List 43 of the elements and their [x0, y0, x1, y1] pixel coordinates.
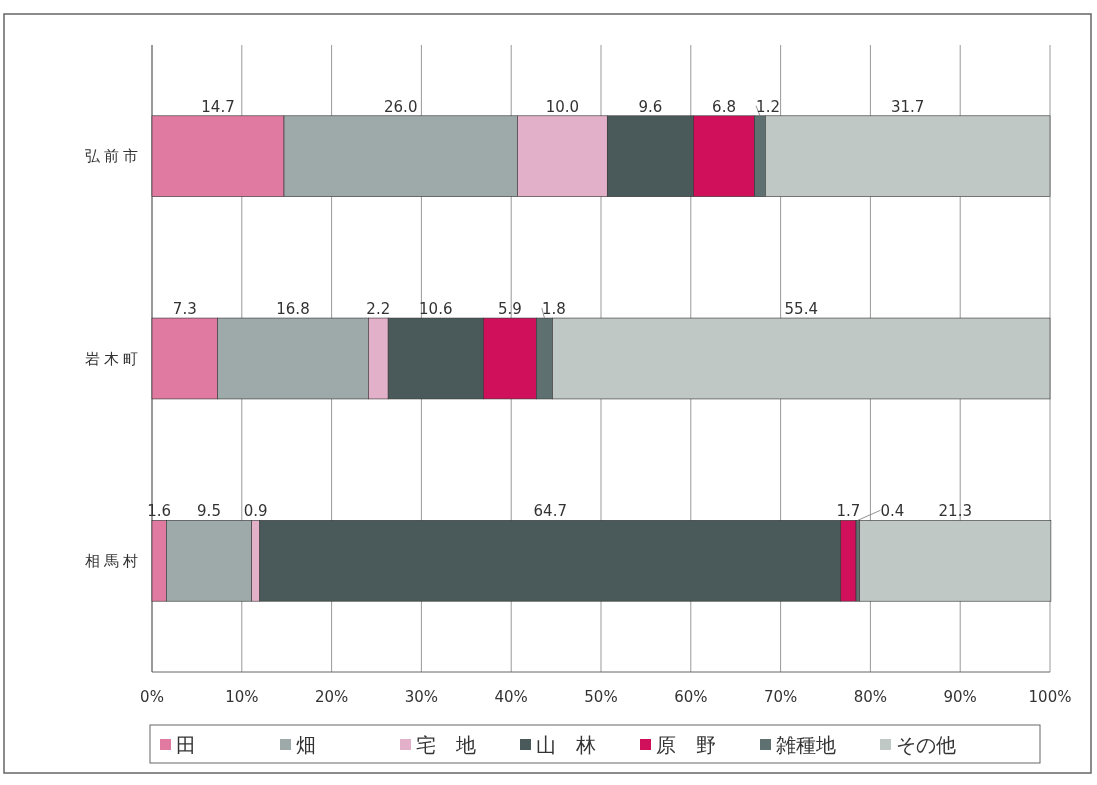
legend-label: 田	[176, 733, 196, 757]
data-label: 1.6	[147, 502, 172, 521]
x-tick-label: 10%	[225, 688, 259, 706]
x-tick-label: 70%	[763, 688, 798, 706]
data-label: 1.7	[836, 502, 861, 521]
legend-label: 原 野	[656, 733, 716, 757]
data-label: 2.2	[366, 300, 391, 319]
x-tick-label: 90%	[943, 688, 977, 706]
data-label: 31.7	[890, 97, 925, 116]
legend-label: 宅 地	[416, 733, 476, 757]
data-label: 5.9	[497, 300, 522, 319]
data-label: 26.0	[384, 97, 418, 116]
data-label: 21.3	[938, 502, 972, 521]
data-label: 0.4	[880, 502, 905, 521]
data-label: 14.7	[201, 97, 235, 116]
data-label: 10.6	[419, 300, 453, 319]
data-label: 9.5	[197, 502, 221, 521]
legend-label: 畑	[296, 733, 316, 757]
data-label: 16.8	[276, 300, 310, 319]
data-label: 10.0	[545, 97, 580, 116]
y-tick-label: 弘前市	[85, 147, 142, 166]
x-tick-label: 0%	[140, 688, 164, 706]
x-tick-label: 50%	[584, 688, 618, 706]
data-label: 1.2	[756, 97, 780, 116]
y-tick-label: 相馬村	[85, 551, 142, 570]
data-label: 1.8	[541, 300, 566, 319]
data-label: 64.7	[533, 502, 567, 521]
x-tick-label: 20%	[314, 688, 349, 706]
data-label: 9.6	[638, 97, 663, 116]
bar	[859, 520, 1052, 602]
x-tick-label: 40%	[494, 688, 528, 706]
data-label: 55.4	[784, 300, 818, 319]
x-tick-label: 100%	[1028, 688, 1072, 706]
x-tick-label: 30%	[404, 688, 439, 706]
x-tick-label: 60%	[674, 688, 708, 706]
x-tick-label: 80%	[853, 688, 888, 706]
legend-label: 雑種地	[776, 733, 836, 757]
data-label: 7.3	[172, 300, 197, 319]
data-label: 0.9	[243, 502, 268, 521]
data-label: 6.8	[712, 97, 736, 116]
legend-label: 山 林	[536, 733, 596, 757]
y-tick-label: 岩木町	[85, 349, 142, 368]
legend-label: その他	[896, 733, 956, 757]
